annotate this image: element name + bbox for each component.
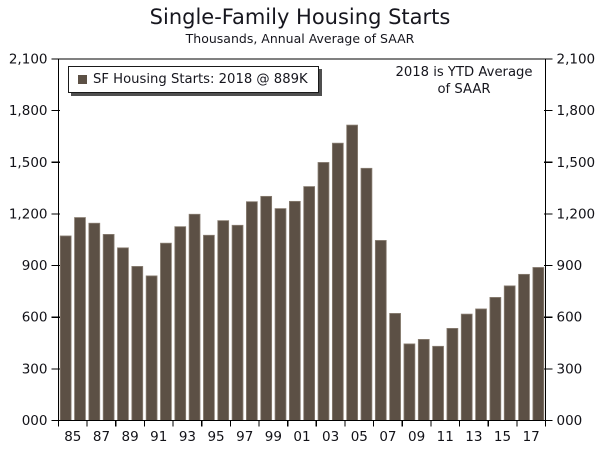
x-tick-label: 07 [379,429,396,445]
y-tick-label-left: 2,100 [9,52,48,68]
x-tick-label: 99 [265,429,282,445]
bar-1987 [88,222,101,421]
bar-2017 [518,273,530,421]
y-tick-label-left: 900 [22,258,48,274]
y-tick-label-left: 600 [22,310,48,326]
bar-2016 [503,285,516,421]
x-tick-label: 11 [437,429,454,445]
y-tick-label-left: 1,500 [9,155,48,171]
chart-subtitle: Thousands, Annual Average of SAAR [185,31,415,46]
bar-2008 [389,313,401,421]
y-tick-label-right: 2,100 [557,52,596,68]
bar-1985 [59,235,72,421]
y-tick-label-right: 000 [557,413,583,429]
bar-1991 [145,275,158,421]
bar-2005 [346,124,358,421]
bar-2012 [446,327,459,421]
bar-2007 [374,240,387,421]
y-tick-label-left: 1,200 [9,206,48,222]
bar-2011 [432,345,444,421]
x-tick-label: 17 [523,429,540,445]
y-tick-label-right: 1,200 [557,206,596,222]
bar-2001 [288,200,301,421]
bar-1998 [246,201,258,421]
x-tick-label: 03 [322,429,339,445]
plot-frame [57,58,547,422]
y-tick-label-left: 000 [22,413,48,429]
x-tick-label: 93 [179,429,196,445]
bar-2003 [317,162,330,421]
bar-1992 [160,242,172,421]
y-tick-label-right: 900 [557,258,583,274]
annotation-line-1: 2018 is YTD Average [395,65,533,80]
bar-2006 [360,167,373,421]
bar-2000 [274,208,287,421]
bar-2002 [303,186,316,421]
bar-1988 [102,234,115,421]
bar-1997 [231,224,244,421]
x-tick-label: 85 [64,429,81,445]
bar-1995 [203,234,215,421]
bar-2004 [331,142,344,421]
bar-2015 [489,297,502,421]
x-tick-label: 09 [408,429,425,445]
x-tick-label: 05 [351,429,368,445]
x-tick-label: 97 [236,429,253,445]
bar-2013 [460,313,473,421]
x-tick-label: 01 [293,429,310,445]
bar-2018 [532,267,545,421]
bar-2014 [475,308,487,421]
x-tick-label: 87 [93,429,110,445]
bar-1989 [117,247,129,421]
legend-label: SF Housing Starts: 2018 @ 889K [93,72,308,87]
y-tick-label-left: 300 [22,361,48,377]
bar-1994 [188,213,201,421]
y-tick-label-right: 1,800 [557,103,596,119]
bar-1990 [131,266,144,421]
bar-1986 [74,217,86,421]
y-tick-label-right: 1,500 [557,155,596,171]
x-tick-label: 13 [465,429,482,445]
bar-2010 [417,339,430,421]
y-tick-label-right: 600 [557,310,583,326]
x-tick-label: 95 [207,429,224,445]
y-tick-label-right: 300 [557,361,583,377]
bar-1993 [174,226,187,421]
x-tick-label: 15 [494,429,511,445]
legend-box: SF Housing Starts: 2018 @ 889K [68,66,319,93]
bar-1996 [217,220,230,421]
bar-1999 [260,195,273,421]
annotation-line-2: of SAAR [437,82,491,98]
x-tick-label: 91 [150,429,167,445]
x-tick-label: 89 [122,429,139,445]
legend-series-marker-icon [78,75,87,84]
bar-2009 [403,343,416,421]
annotation-note: 2018 is YTD Average of SAAR [390,64,538,98]
y-tick-label-left: 1,800 [9,103,48,119]
chart-title: Single-Family Housing Starts [149,5,451,29]
